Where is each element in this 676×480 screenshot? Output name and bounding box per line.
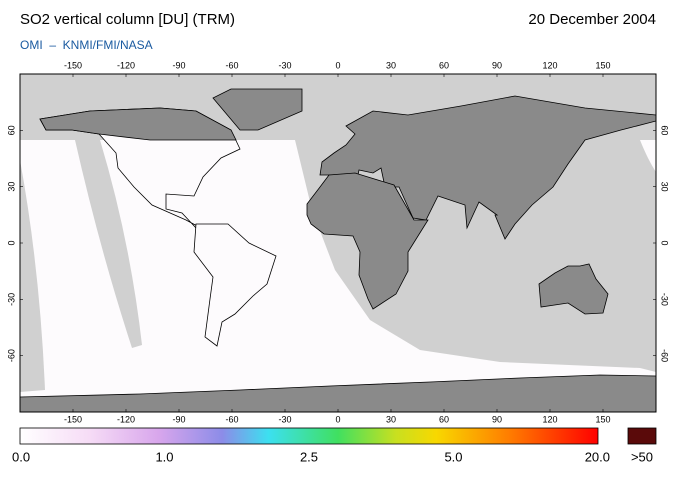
north-america-north — [39, 107, 237, 141]
daylight-swath — [20, 140, 656, 398]
longitude-label: 30 — [386, 60, 396, 70]
greenland — [212, 88, 303, 131]
latitude-label: -30 — [660, 293, 670, 306]
longitude-label: 150 — [595, 60, 610, 70]
orbit-gap — [20, 160, 45, 392]
longitude-label: 30 — [386, 414, 396, 424]
colorbar-overflow — [627, 427, 657, 445]
longitude-label: -120 — [117, 60, 135, 70]
longitude-label: 60 — [439, 60, 449, 70]
colorbar-label: 1.0 — [155, 449, 173, 464]
map — [20, 74, 656, 412]
latitude-label: 60 — [6, 125, 16, 135]
latitude-label: 0 — [660, 240, 670, 245]
longitude-label: 90 — [492, 414, 502, 424]
colorbar-label: 0.0 — [12, 449, 30, 464]
africa — [306, 172, 429, 310]
longitude-label: -60 — [225, 414, 238, 424]
overflow-label: >50 — [631, 449, 653, 464]
south-america — [193, 223, 277, 347]
longitude-label: 0 — [335, 60, 340, 70]
longitude-label: 90 — [492, 60, 502, 70]
longitude-label: 60 — [439, 414, 449, 424]
longitude-label: -150 — [64, 414, 82, 424]
longitude-label: 150 — [595, 414, 610, 424]
latitude-label: -60 — [6, 349, 16, 362]
colorbar-label: 5.0 — [444, 449, 462, 464]
latitude-label: 30 — [660, 182, 670, 192]
date: 20 December 2004 — [528, 11, 656, 28]
longitude-label: -30 — [278, 414, 291, 424]
orbit-gap — [75, 140, 142, 348]
antarctica — [20, 374, 656, 412]
latitude-label: 0 — [6, 240, 16, 245]
colorbar — [19, 427, 599, 445]
longitude-label: -120 — [117, 414, 135, 424]
latitude-label: -60 — [660, 349, 670, 362]
longitude-label: -30 — [278, 60, 291, 70]
latitude-label: -30 — [6, 293, 16, 306]
longitude-label: 0 — [335, 414, 340, 424]
title: SO2 vertical column [DU] (TRM) — [20, 11, 235, 28]
longitude-label: -60 — [225, 60, 238, 70]
latitude-label: 30 — [6, 182, 16, 192]
latitude-label: 60 — [660, 125, 670, 135]
colorbar-label: 20.0 — [585, 449, 610, 464]
longitude-label: -150 — [64, 60, 82, 70]
colorbar-label: 2.5 — [300, 449, 318, 464]
longitude-label: 120 — [542, 414, 557, 424]
credit: OMI – KNMI/FMI/NASA — [20, 38, 153, 52]
longitude-label: -90 — [172, 60, 185, 70]
coastlines — [20, 88, 656, 412]
longitude-label: -90 — [172, 414, 185, 424]
longitude-label: 120 — [542, 60, 557, 70]
australia — [538, 263, 609, 315]
swath-edge — [640, 140, 656, 172]
